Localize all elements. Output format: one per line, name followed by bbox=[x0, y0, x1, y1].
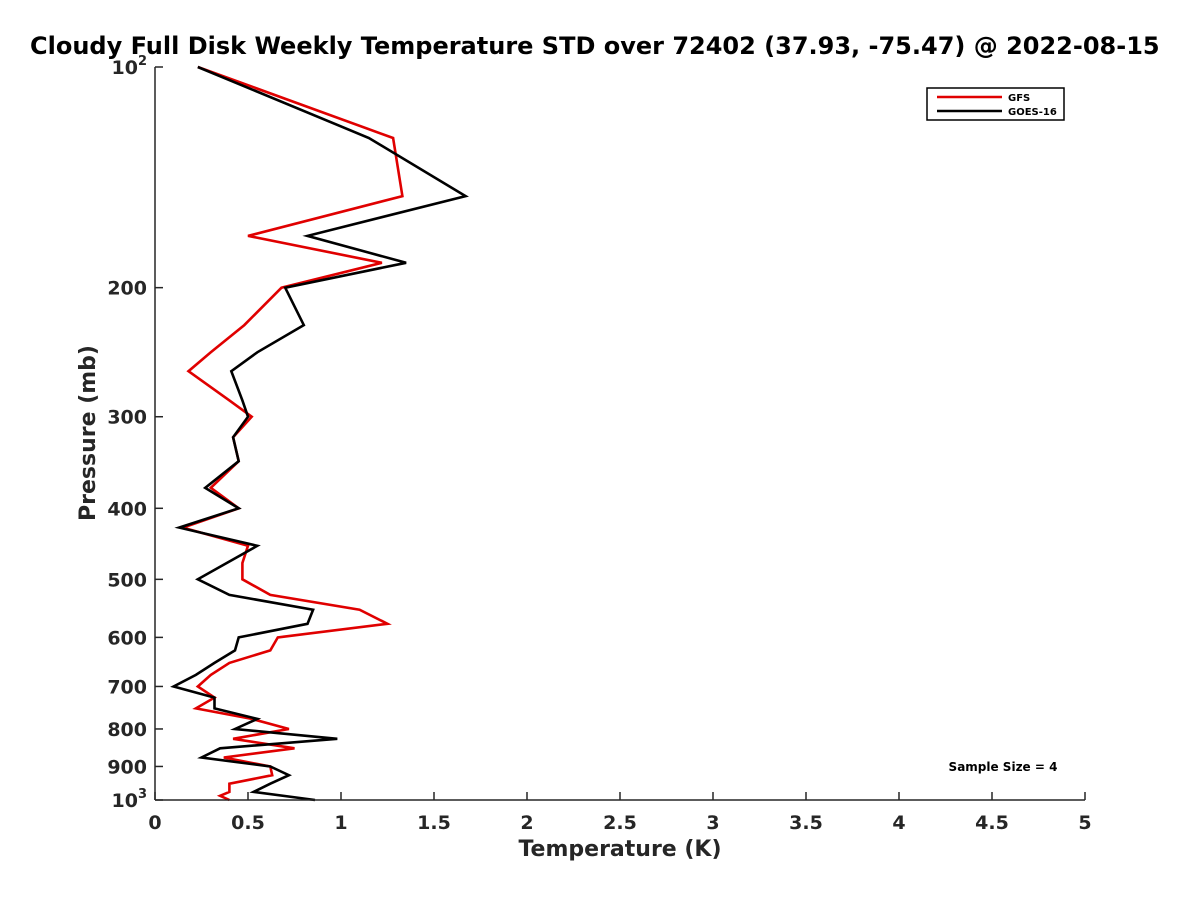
chart-title: Cloudy Full Disk Weekly Temperature STD … bbox=[30, 32, 1160, 60]
x-tick-label: 1 bbox=[334, 812, 347, 834]
y-tick-label: 600 bbox=[107, 627, 147, 649]
y-axis-label: Pressure (mb) bbox=[76, 345, 101, 521]
legend-box bbox=[926, 87, 1065, 121]
y-tick-label: 500 bbox=[107, 569, 147, 591]
legend-items: GFS GOES-16 bbox=[937, 93, 1057, 118]
legend-label-goes-16: GOES-16 bbox=[1008, 107, 1057, 118]
y-tick-label: 800 bbox=[107, 719, 147, 741]
x-tick-label: 2 bbox=[520, 812, 533, 834]
x-tick-label: 2.5 bbox=[603, 812, 637, 834]
x-tick-label: 0 bbox=[148, 812, 161, 834]
y-tick-label: 700 bbox=[107, 676, 147, 698]
x-axis-label: Temperature (K) bbox=[518, 837, 721, 862]
legend-label-gfs: GFS bbox=[1008, 93, 1030, 104]
y-tick-label: 300 bbox=[107, 407, 147, 429]
x-tick-label: 3 bbox=[706, 812, 719, 834]
x-tick-label: 4 bbox=[892, 812, 905, 834]
x-tick-label: 0.5 bbox=[231, 812, 265, 834]
x-tick-label: 1.5 bbox=[417, 812, 451, 834]
legend: GFS GOES-16 bbox=[926, 87, 1065, 121]
y-tick-label: 102 bbox=[112, 54, 148, 79]
x-tick-label: 3.5 bbox=[789, 812, 823, 834]
series-line-gfs bbox=[178, 65, 404, 802]
y-tick-label: 400 bbox=[107, 498, 147, 520]
y-tick-label: 200 bbox=[107, 278, 147, 300]
axes-layer: 0 0.5 1 1.5 2 2.5 3 3.5 4 4.5 5 102 200 300 400 500 600 7… bbox=[107, 54, 1091, 834]
x-tick-label: 4.5 bbox=[975, 812, 1009, 834]
sample-size-annotation: Sample Size = 4 bbox=[949, 760, 1058, 774]
y-tick-label: 103 bbox=[112, 787, 148, 812]
plot-background bbox=[155, 67, 1085, 800]
x-tick-label: 5 bbox=[1078, 812, 1091, 834]
y-tick-label: 900 bbox=[107, 756, 147, 778]
series-line-goes-16 bbox=[170, 65, 469, 802]
series-layer bbox=[170, 65, 469, 802]
plot-area: 0 0.5 1 1.5 2 2.5 3 3.5 4 4.5 5 102 200 300 400 500 600 7… bbox=[107, 54, 1091, 834]
